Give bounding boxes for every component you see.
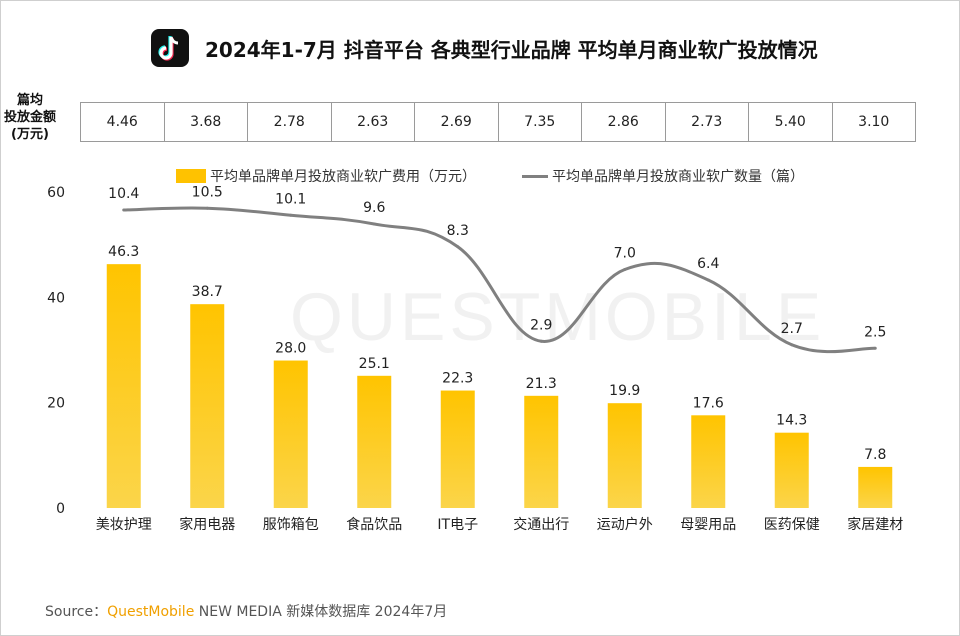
value-table: 4.46 3.68 2.78 2.63 2.69 7.35 2.86 2.73 … (80, 102, 916, 142)
x-tick-label: IT电子 (437, 517, 478, 533)
table-row-label: 篇均 投放金额 (万元) (0, 92, 60, 143)
bar-value-label: 19.9 (609, 383, 640, 399)
legend: 平均单品牌单月投放商业软广费用（万元） 平均单品牌单月投放商业软广数量（篇） (0, 166, 960, 190)
source-note: Source：QuestMobile NEW MEDIA 新媒体数据库 2024… (45, 601, 447, 621)
table-cell: 2.86 (581, 102, 666, 142)
bar (691, 415, 726, 508)
line-point (539, 339, 543, 343)
line-value-label: 10.5 (192, 184, 223, 200)
bar (607, 403, 642, 508)
line-point (289, 213, 293, 217)
x-tick-label: 美妆护理 (96, 517, 152, 533)
tiktok-logo-icon (151, 29, 189, 67)
line-point (873, 346, 877, 350)
series-line (123, 206, 876, 354)
x-tick-label: 家居建材 (847, 516, 903, 533)
line-value-label: 7.0 (614, 246, 636, 262)
bar (357, 375, 392, 508)
x-tick-label: 交通出行 (513, 516, 569, 533)
line-point (706, 278, 710, 282)
x-tick-label: 母婴用品 (680, 517, 736, 533)
line-point (205, 206, 209, 210)
bar (273, 360, 308, 508)
table-row-label-line: 篇均 (16, 93, 43, 108)
table-cell: 2.69 (414, 102, 499, 142)
table-cell: 7.35 (497, 102, 582, 142)
bar (858, 466, 893, 508)
source-brand: QuestMobile (107, 604, 195, 620)
bar (190, 304, 225, 508)
line-point (122, 208, 126, 212)
line-value-label: 2.7 (781, 321, 803, 337)
line-value-label: 2.5 (864, 324, 886, 340)
line-value-label: 10.4 (108, 186, 139, 202)
table-cell: 3.68 (163, 102, 248, 142)
bar (106, 264, 141, 508)
legend-swatch-bar (176, 169, 206, 183)
table-cell: 2.73 (664, 102, 749, 142)
y-tick-label: 0 (56, 501, 65, 517)
bar-value-label: 28.0 (275, 341, 306, 357)
line-value-label: 8.3 (447, 223, 469, 239)
table-cell: 5.40 (748, 102, 833, 142)
line-value-label: 6.4 (697, 256, 719, 272)
legend-label-bar: 平均单品牌单月投放商业软广费用（万元） (210, 169, 476, 185)
legend-item-bar: 平均单品牌单月投放商业软广费用（万元） (176, 166, 476, 186)
line-point (790, 343, 794, 347)
source-suffix: NEW MEDIA 新媒体数据库 2024年7月 (194, 604, 448, 620)
table-row-label-line: 投放金额 (3, 110, 56, 125)
table-row: 4.46 3.68 2.78 2.63 2.69 7.35 2.86 2.73 … (80, 102, 916, 142)
bar-value-label: 22.3 (442, 371, 473, 387)
bar-value-label: 7.8 (864, 447, 886, 463)
x-tick-label: 医药保健 (764, 517, 820, 533)
bar (524, 395, 559, 508)
line-value-label: 9.6 (363, 200, 385, 216)
line-value-label: 2.9 (530, 317, 552, 333)
bar-value-label: 25.1 (359, 356, 390, 372)
legend-item-line: 平均单品牌单月投放商业软广数量（篇） (522, 166, 804, 186)
watermark: QUESTMOBILE (290, 279, 826, 355)
line-point (623, 268, 627, 271)
bar (440, 390, 475, 508)
x-tick-label: 运动户外 (597, 516, 653, 533)
line-value-label: 10.1 (275, 191, 306, 207)
bar (774, 432, 809, 508)
bar-value-label: 21.3 (526, 376, 557, 392)
bar-value-label: 46.3 (108, 244, 139, 260)
y-tick-label: 60 (47, 185, 65, 201)
table-cell: 2.78 (247, 102, 332, 142)
line-point (456, 245, 460, 249)
table-cell: 4.46 (80, 102, 165, 142)
x-tick-label: 服饰箱包 (263, 517, 319, 533)
y-tick-label: 20 (47, 396, 65, 412)
chart-title: 2024年1-7月 抖音平台 各典型行业品牌 平均单月商业软广投放情况 (205, 38, 818, 62)
y-tick-label: 40 (47, 290, 65, 306)
bar-value-label: 17.6 (693, 395, 724, 411)
table-row-label-line: (万元) (11, 127, 49, 142)
legend-swatch-line (522, 174, 548, 178)
x-tick-label: 家用电器 (179, 516, 235, 533)
x-tick-label: 食品饮品 (346, 516, 402, 533)
legend-label-line: 平均单品牌单月投放商业软广数量（篇） (552, 169, 804, 185)
bar-value-label: 14.3 (776, 413, 807, 429)
line-point (372, 222, 376, 226)
table-cell: 3.10 (831, 102, 916, 142)
source-prefix: Source： (45, 604, 108, 620)
bar-value-label: 38.7 (192, 284, 223, 300)
